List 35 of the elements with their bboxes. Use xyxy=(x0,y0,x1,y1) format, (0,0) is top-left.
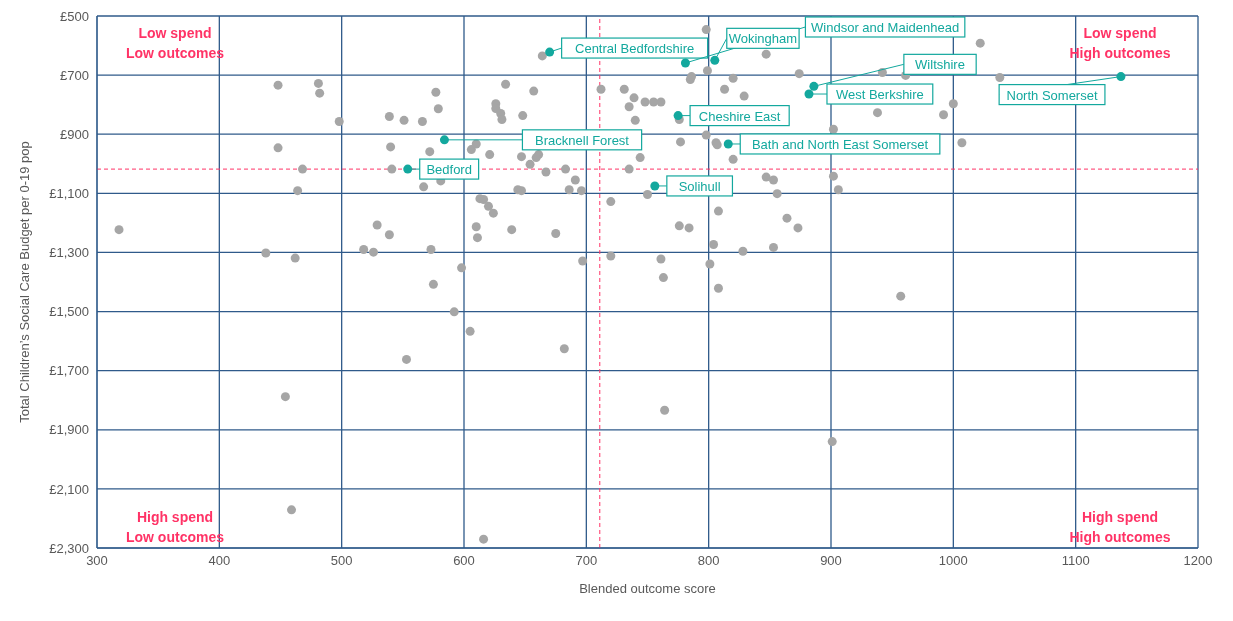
annotation: North Somerset xyxy=(1006,87,1098,103)
y-tick-label: £900 xyxy=(60,126,89,142)
x-tick-label: 600 xyxy=(453,553,475,569)
annotation: West Berkshire xyxy=(835,87,924,103)
x-tick-label: 1200 xyxy=(1183,553,1213,569)
y-tick-label: £500 xyxy=(60,8,89,24)
y-tick-label: £1,900 xyxy=(49,422,89,438)
annotation: Wiltshire xyxy=(915,57,965,73)
annotation: Bedford xyxy=(426,162,472,178)
point xyxy=(439,135,449,145)
x-tick-label: 400 xyxy=(208,553,231,569)
y-tick-label: £1,500 xyxy=(49,304,89,320)
y-tick-label: £1,100 xyxy=(49,185,89,201)
x-tick-label: 1000 xyxy=(938,553,968,569)
y-tick-label: £700 xyxy=(60,67,89,83)
annotation: Bracknell Forest xyxy=(535,132,630,148)
annotation: Bath and North East Somerset xyxy=(751,136,929,152)
annotation: Windsor and Maidenhead xyxy=(811,19,960,35)
y-tick-label: £1,700 xyxy=(49,363,89,379)
annotation: Wokingham xyxy=(728,31,798,47)
x-tick-label: 800 xyxy=(697,553,720,569)
y-tick-label: £2,300 xyxy=(49,540,89,556)
x-tick-label: 1100 xyxy=(1061,553,1090,569)
x-tick-label: 700 xyxy=(575,553,598,569)
x-axis-title: Blended outcome score xyxy=(579,581,716,596)
annotation: Cheshire East xyxy=(698,108,781,124)
x-tick-label: 500 xyxy=(330,553,353,569)
annotation: Solihull xyxy=(678,178,721,194)
y-axis-title: Total Children’s Social Care Budget per 0-19 pop xyxy=(16,141,32,423)
annotation: Central Bedfordshire xyxy=(575,41,695,57)
y-tick-label: £1,300 xyxy=(49,245,89,261)
x-tick-label: 900 xyxy=(820,553,842,569)
x-tick-label: 300 xyxy=(86,553,108,569)
y-tick-label: £2,100 xyxy=(49,481,89,497)
point xyxy=(809,81,819,91)
